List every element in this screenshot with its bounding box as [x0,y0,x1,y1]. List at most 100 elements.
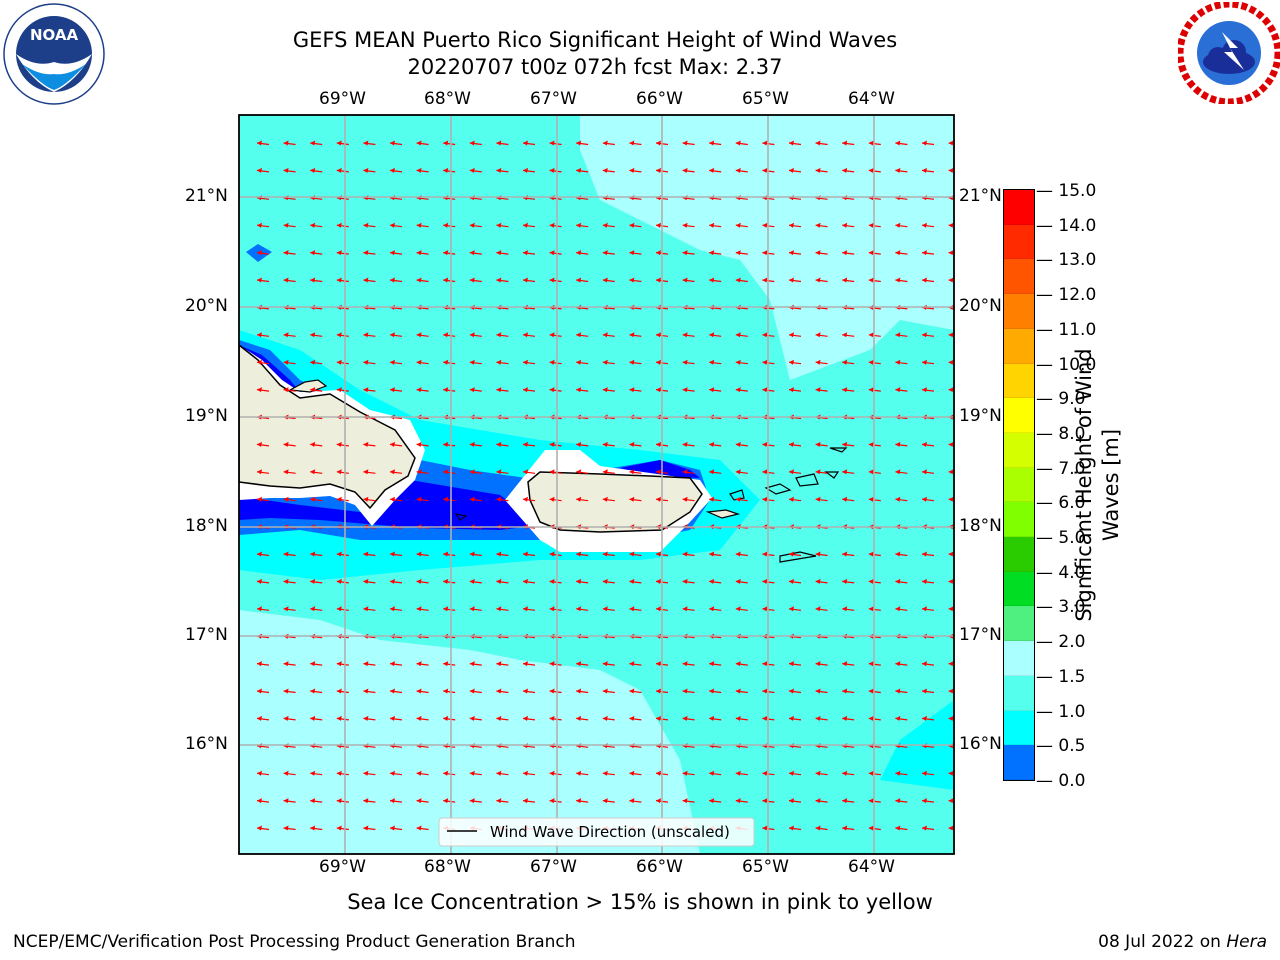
wind-wave-arrowhead [868,496,874,502]
wind-wave-arrowhead [549,715,555,721]
colorbar-segment [1004,710,1034,746]
wind-wave-arrowhead [922,332,927,338]
wind-wave-arrowhead [336,496,342,502]
wind-wave-arrowhead [549,387,555,393]
wind-wave-arrowhead [523,496,528,502]
wind-wave-arrowhead [922,222,927,228]
wind-wave-arrowhead [735,441,741,447]
wind-wave-arrowhead [895,661,901,667]
colorbar-segment [1004,675,1034,711]
wind-wave-arrowhead [310,578,316,584]
wind-wave-arrowhead [283,469,289,475]
colorbar-tick-label: — 1.5 [1036,666,1086,687]
colorbar-segment [1004,190,1034,225]
wind-wave-arrowhead [922,140,927,146]
wind-wave-arrowhead [443,578,449,584]
lat-label-right-21n: 21°N [959,186,1002,206]
sea-ice-note: Sea Ice Concentration > 15% is shown in … [347,890,933,914]
wind-wave-arrowhead [443,551,449,557]
wind-wave-arrowhead [815,140,821,146]
wind-wave-arrowhead [443,661,449,667]
wind-wave-arrowhead [735,332,741,338]
wind-wave-arrowhead [443,387,449,393]
colorbar-segment [1004,502,1034,538]
wind-wave-arrowhead [762,578,768,584]
wind-wave-arrowhead [496,332,502,338]
wind-wave-arrowhead [496,798,502,804]
legend-label: Wind Wave Direction (unscaled) [490,823,730,841]
wind-wave-arrowhead [416,441,422,447]
wind-wave-arrowhead [815,578,821,584]
wind-wave-arrowhead [283,167,289,173]
wind-wave-arrowhead [815,825,821,831]
wind-wave-arrowhead [842,688,848,694]
wind-wave-arrowhead [629,578,635,584]
wind-wave-arrowhead [948,770,954,776]
wind-wave-arrowhead [656,167,661,173]
wind-wave-arrowhead [523,798,528,804]
wind-wave-arrowhead [815,387,821,393]
colorbar-tick-label: — 8.0 [1036,423,1086,444]
wind-wave-arrowhead [549,798,555,804]
wind-wave-arrowhead [682,715,688,721]
wind-wave-arrowhead [762,222,768,228]
wind-wave-arrowhead [895,496,901,502]
wind-wave-arrowhead [922,441,927,447]
wind-wave-arrowhead [895,606,901,612]
wind-wave-arrowhead [257,140,262,146]
wind-wave-arrowhead [443,140,449,146]
wind-wave-arrowhead [416,661,422,667]
wind-wave-arrowhead [948,578,954,584]
wind-wave-arrowhead [283,770,289,776]
wind-wave-arrowhead [682,770,688,776]
wind-wave-arrowhead [310,715,316,721]
wind-wave-arrowhead [602,715,608,721]
wind-wave-arrowhead [283,606,289,612]
wind-wave-arrowhead [336,140,342,146]
wind-wave-arrowhead [363,496,369,502]
wind-wave-arrowhead [336,250,342,256]
wind-wave-arrowhead [390,167,395,173]
wind-wave-arrowhead [310,167,316,173]
wind-wave-arrowhead [257,798,262,804]
wind-wave-arrowhead [922,277,927,283]
wind-wave-arrowhead [948,496,954,502]
wind-wave-arrowhead [922,167,927,173]
wind-wave-arrowhead [895,825,901,831]
wind-wave-arrowhead [390,798,395,804]
wind-wave-arrowhead [629,770,635,776]
wind-wave-arrowhead [602,140,608,146]
wind-wave-arrowhead [948,798,954,804]
wind-wave-arrowhead [842,551,848,557]
wind-wave-arrowhead [682,798,688,804]
wind-wave-arrowhead [283,661,289,667]
wind-wave-arrowhead [948,661,954,667]
wind-wave-arrowhead [443,250,449,256]
wind-wave-arrowhead [257,250,262,256]
wind-wave-arrowhead [762,469,768,475]
wind-wave-arrowhead [922,250,927,256]
colorbar-tick-label: — 10.0 [1036,354,1097,375]
wind-wave-arrowhead [549,222,555,228]
wind-wave-arrowhead [895,469,901,475]
wind-wave-arrowhead [257,222,262,228]
wind-wave-arrowhead [336,688,342,694]
wind-wave-arrowhead [789,167,794,173]
wind-wave-arrowhead [336,387,342,393]
wind-wave-arrowhead [656,578,661,584]
wind-wave-arrowhead [523,715,528,721]
wind-wave-arrowhead [602,167,608,173]
wind-wave-arrowhead [656,250,661,256]
wind-wave-arrowhead [523,359,528,365]
wind-wave-arrowhead [443,332,449,338]
wind-wave-arrowhead [842,661,848,667]
wind-wave-arrowhead [789,332,794,338]
wind-wave-arrowhead [469,606,475,612]
colorbar-segment [1004,398,1034,433]
wind-wave-arrowhead [363,798,369,804]
colorbar-tick-label: — 13.0 [1036,250,1097,271]
wind-wave-arrowhead [789,441,794,447]
wind-wave-arrowhead [257,715,262,721]
wind-wave-arrowhead [416,551,422,557]
wind-wave-arrowhead [682,167,688,173]
